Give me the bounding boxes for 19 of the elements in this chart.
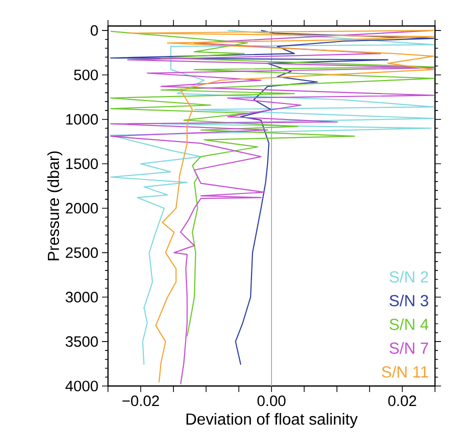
text: S/N 3 xyxy=(390,294,428,306)
text: S/N 4 xyxy=(390,318,428,330)
text: S/N 2 xyxy=(390,270,428,283)
y-tick-label: 1000 xyxy=(66,114,98,125)
y-tick-label: 1500 xyxy=(66,158,98,170)
x-tick-label: −0.02 xyxy=(122,396,159,406)
x-tick-label: 0.02 xyxy=(388,396,416,406)
y-tick-label: 3500 xyxy=(66,336,98,347)
y-axis-title: Pressure (dbar) xyxy=(47,151,62,260)
y-tick-label: 2000 xyxy=(66,202,98,214)
text: S/N 7 xyxy=(390,342,428,354)
text: S/N 11 xyxy=(382,366,428,378)
y-tick-label: 4000 xyxy=(65,380,98,392)
x-tick-label: 0.00 xyxy=(257,396,286,406)
y-tick-label: 2500 xyxy=(66,247,98,258)
x-axis-title: Deviation of float salinity xyxy=(186,413,358,428)
y-tick-label: 0 xyxy=(90,25,98,36)
y-tick-label: 500 xyxy=(74,70,98,80)
y-tick-label: 3000 xyxy=(66,292,98,302)
